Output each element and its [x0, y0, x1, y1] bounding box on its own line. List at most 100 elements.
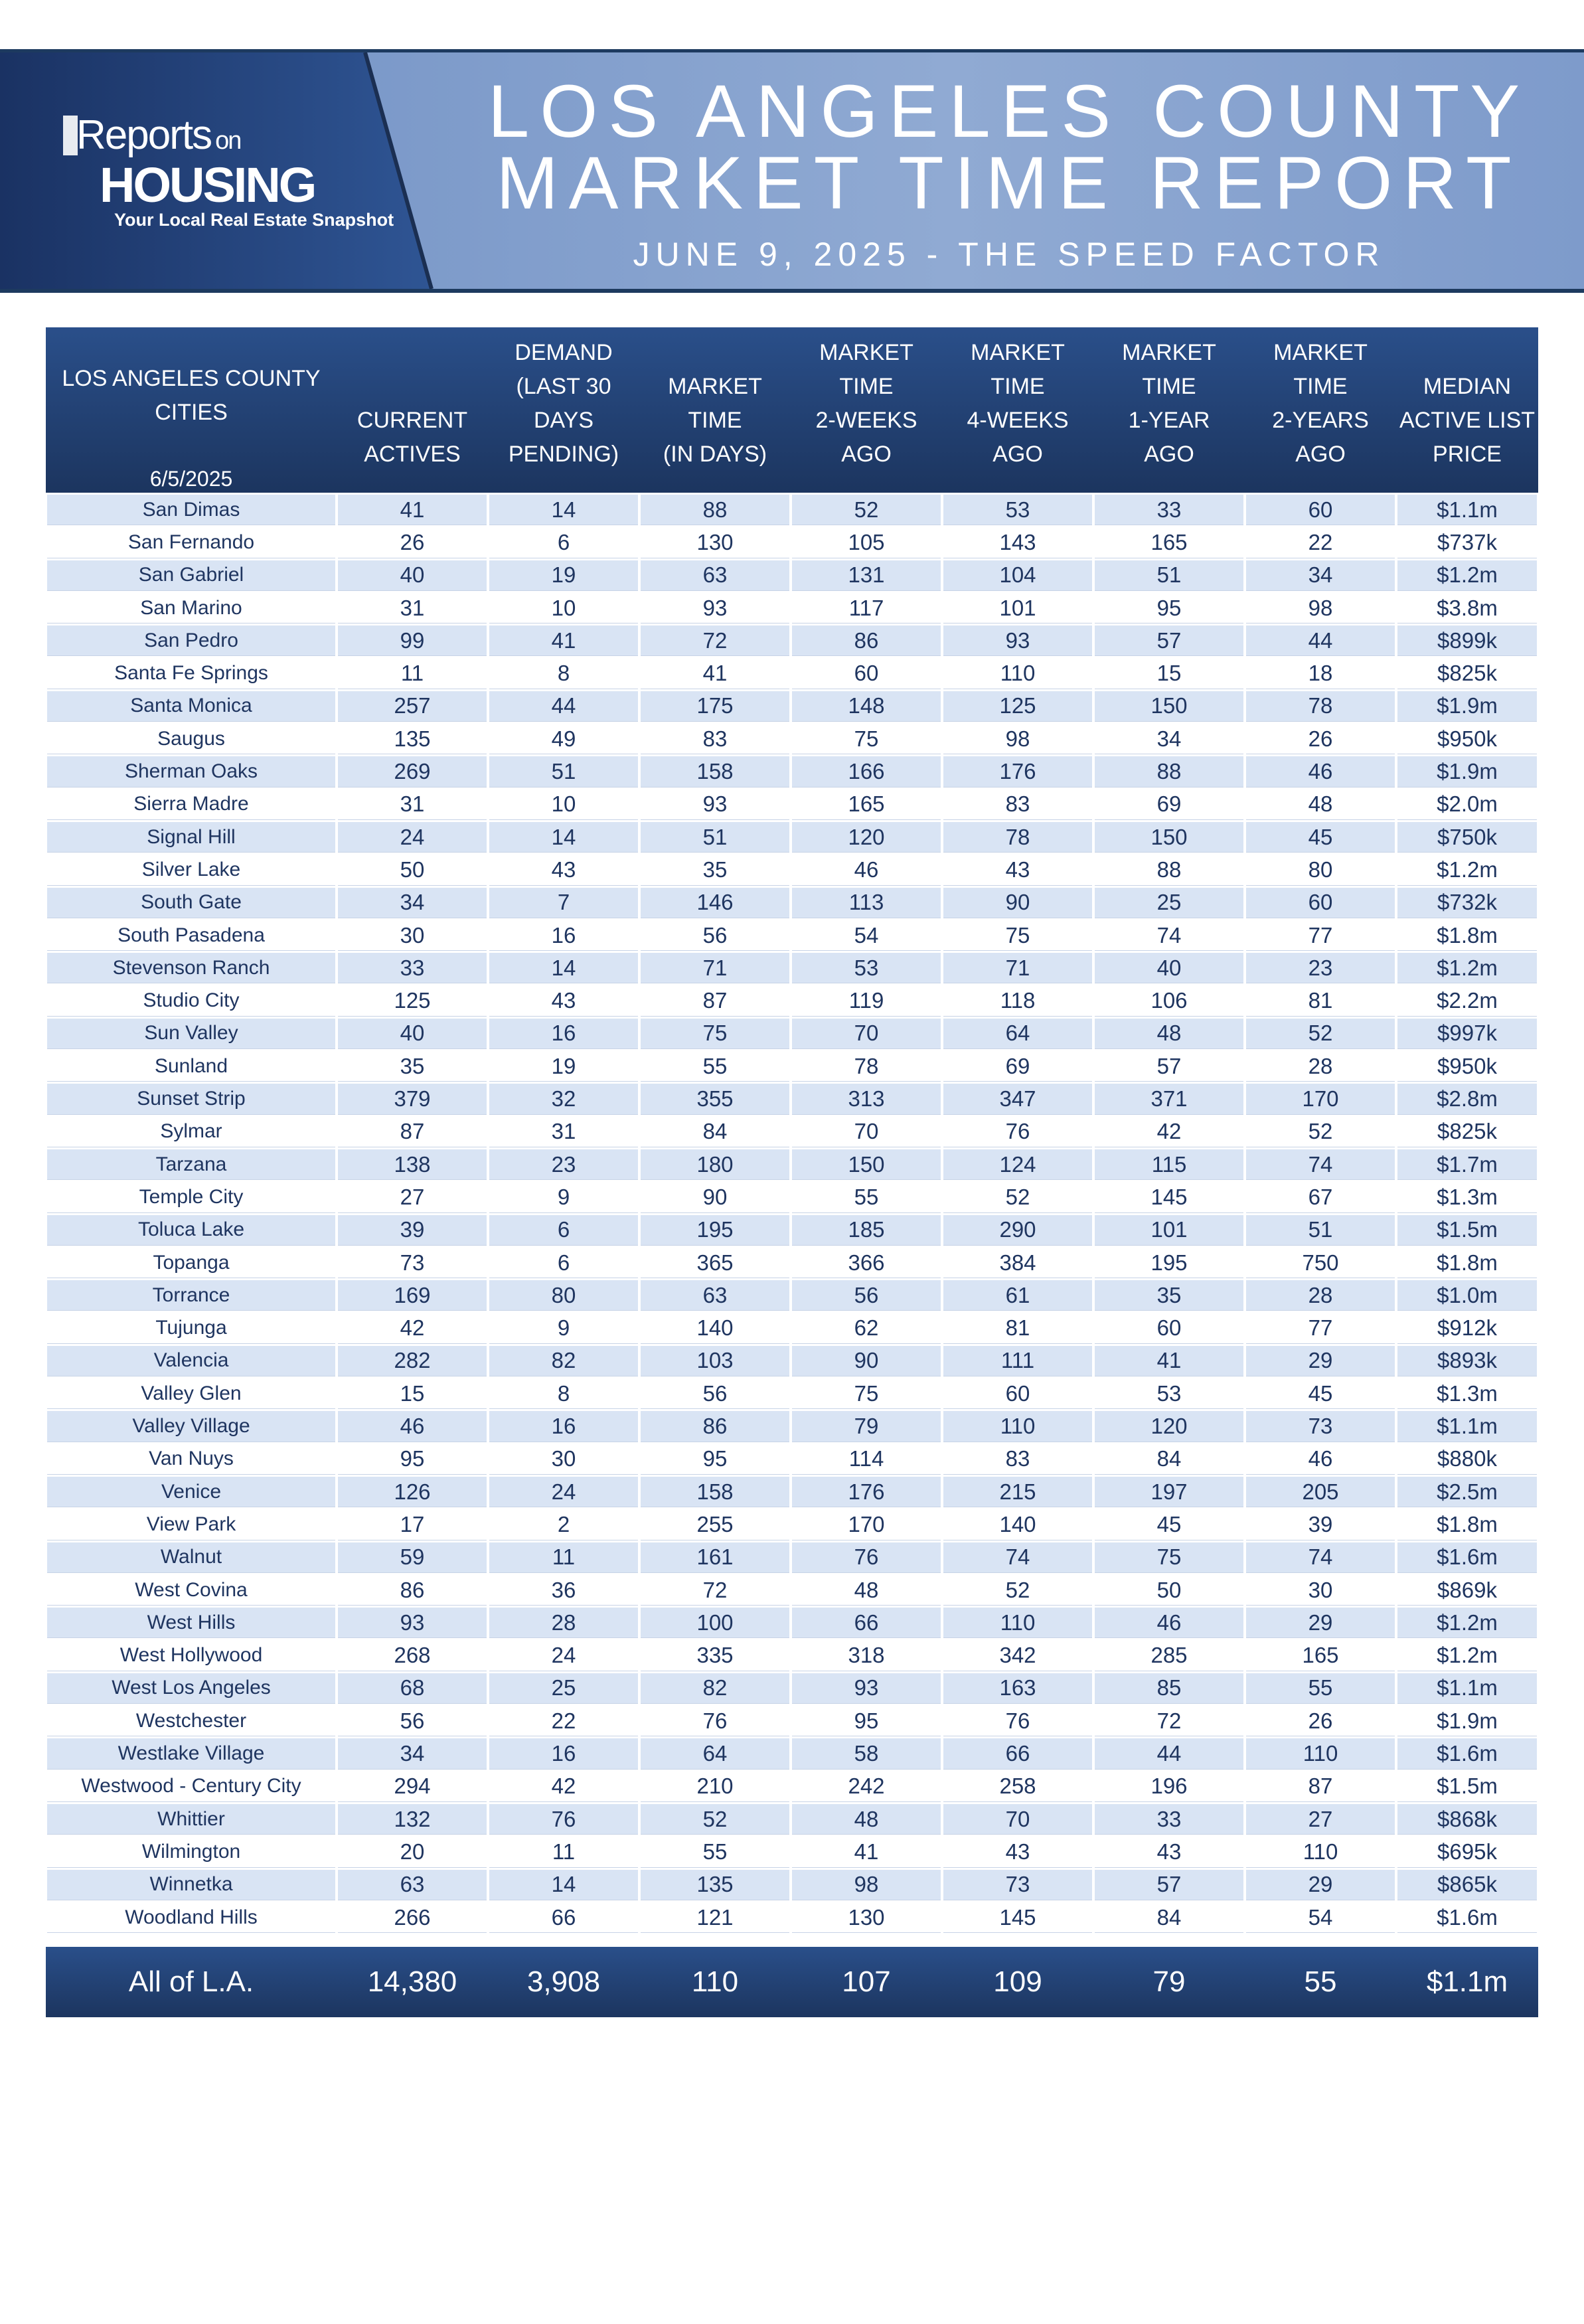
table-cell: 73: [1246, 1411, 1395, 1442]
table-cell: 67: [1246, 1182, 1395, 1213]
table-cell: 52: [943, 1182, 1092, 1213]
column-header: TIME: [688, 408, 742, 433]
table-cell: 15: [338, 1378, 487, 1410]
table-cell: 88: [1095, 756, 1243, 788]
table-cell: 750: [1246, 1247, 1395, 1279]
table-cell: 124: [943, 1149, 1092, 1181]
table-cell: 138: [338, 1149, 487, 1181]
table-cell: $1.2m: [1397, 1640, 1537, 1671]
table-cell: 110: [943, 1411, 1092, 1442]
table-cell: 9: [489, 1182, 638, 1213]
table-cell: 93: [792, 1673, 941, 1704]
table-cell: 110: [943, 1608, 1092, 1639]
table-cell: 75: [792, 724, 941, 755]
city-name: Walnut: [47, 1542, 335, 1573]
column-header: AGO: [841, 442, 892, 467]
table-cell: 75: [1095, 1542, 1243, 1573]
table-cell: 41: [792, 1837, 941, 1868]
city-name: Wilmington: [47, 1837, 335, 1868]
table-cell: 46: [338, 1411, 487, 1442]
table-cell: 110: [1246, 1738, 1395, 1770]
table-cell: $732k: [1397, 887, 1537, 918]
table-cell: 6: [489, 1214, 638, 1246]
table-cell: 64: [641, 1738, 789, 1770]
table-cell: 22: [1246, 527, 1395, 558]
table-cell: 313: [792, 1084, 941, 1115]
table-cell: 294: [338, 1771, 487, 1802]
table-cell: 61: [943, 1280, 1092, 1311]
table-cell: 23: [489, 1149, 638, 1181]
table-cell: 266: [338, 1902, 487, 1934]
city-name: Valley Village: [47, 1411, 335, 1442]
table-cell: 27: [338, 1182, 487, 1213]
table-header: [46, 327, 1538, 493]
table-cell: 63: [641, 1280, 789, 1311]
table-cell: 170: [792, 1509, 941, 1540]
city-name: Westlake Village: [47, 1738, 335, 1770]
table-cell: 53: [792, 953, 941, 984]
table-cell: 36: [489, 1574, 638, 1606]
table-cell: 41: [489, 625, 638, 657]
table-cell: 14: [489, 495, 638, 526]
column-header: TIME: [839, 374, 894, 399]
column-header: 4-WEEKS: [967, 408, 1069, 433]
table-cell: 76: [792, 1542, 941, 1573]
table-cell: 77: [1246, 920, 1395, 952]
table-cell: 83: [943, 789, 1092, 820]
table-cell: 14: [489, 1869, 638, 1900]
column-header: (LAST 30: [516, 374, 611, 399]
table-cell: 56: [641, 1378, 789, 1410]
city-name: Sun Valley: [47, 1018, 335, 1050]
table-cell: 113: [792, 887, 941, 918]
city-name: Tujunga: [47, 1313, 335, 1344]
table-cell: 75: [792, 1378, 941, 1410]
table-cell: 80: [489, 1280, 638, 1311]
column-header: AGO: [1295, 442, 1346, 467]
table-cell: 83: [943, 1444, 1092, 1475]
table-cell: 52: [943, 1574, 1092, 1606]
table-cell: 55: [792, 1182, 941, 1213]
table-cell: 132: [338, 1804, 487, 1835]
table-cell: 25: [489, 1673, 638, 1704]
table-cell: 62: [792, 1313, 941, 1344]
table-cell: $1.9m: [1397, 691, 1537, 722]
table-cell: 125: [943, 691, 1092, 722]
table-cell: $825k: [1397, 658, 1537, 689]
column-header: ACTIVES: [364, 442, 461, 467]
table-cell: 44: [1246, 625, 1395, 657]
table-cell: 90: [641, 1182, 789, 1213]
column-header: MARKET: [971, 340, 1065, 365]
logo-top: Reports on: [76, 112, 242, 159]
table-cell: 57: [1095, 1051, 1243, 1082]
city-name: Silver Lake: [47, 855, 335, 886]
table-cell: $2.0m: [1397, 789, 1537, 820]
table-cell: 60: [943, 1378, 1092, 1410]
table-cell: 60: [1095, 1313, 1243, 1344]
table-cell: 70: [943, 1804, 1092, 1835]
table-cell: 19: [489, 1051, 638, 1082]
total-cell: 3,908: [526, 1965, 601, 1999]
column-header: DEMAND: [515, 340, 613, 365]
table-cell: 26: [1246, 724, 1395, 755]
table-cell: 30: [1246, 1574, 1395, 1606]
column-header: (IN DAYS): [663, 442, 767, 467]
table-cell: $1.3m: [1397, 1182, 1537, 1213]
table-cell: $1.8m: [1397, 1247, 1537, 1279]
city-name: Temple City: [47, 1182, 335, 1213]
table-cell: 60: [1246, 495, 1395, 526]
table-cell: $1.1m: [1397, 495, 1537, 526]
table-cell: 27: [1246, 1804, 1395, 1835]
table-cell: 8: [489, 658, 638, 689]
table-cell: 78: [1246, 691, 1395, 722]
table-cell: 53: [1095, 1378, 1243, 1410]
table-cell: 56: [641, 920, 789, 952]
table-cell: 48: [792, 1804, 941, 1835]
table-cell: $1.1m: [1397, 1411, 1537, 1442]
table-cell: 54: [1246, 1902, 1395, 1934]
table-cell: 45: [1095, 1509, 1243, 1540]
city-name: Winnetka: [47, 1869, 335, 1900]
table-cell: 76: [943, 1706, 1092, 1737]
table-cell: 210: [641, 1771, 789, 1802]
city-name: Woodland Hills: [47, 1902, 335, 1934]
